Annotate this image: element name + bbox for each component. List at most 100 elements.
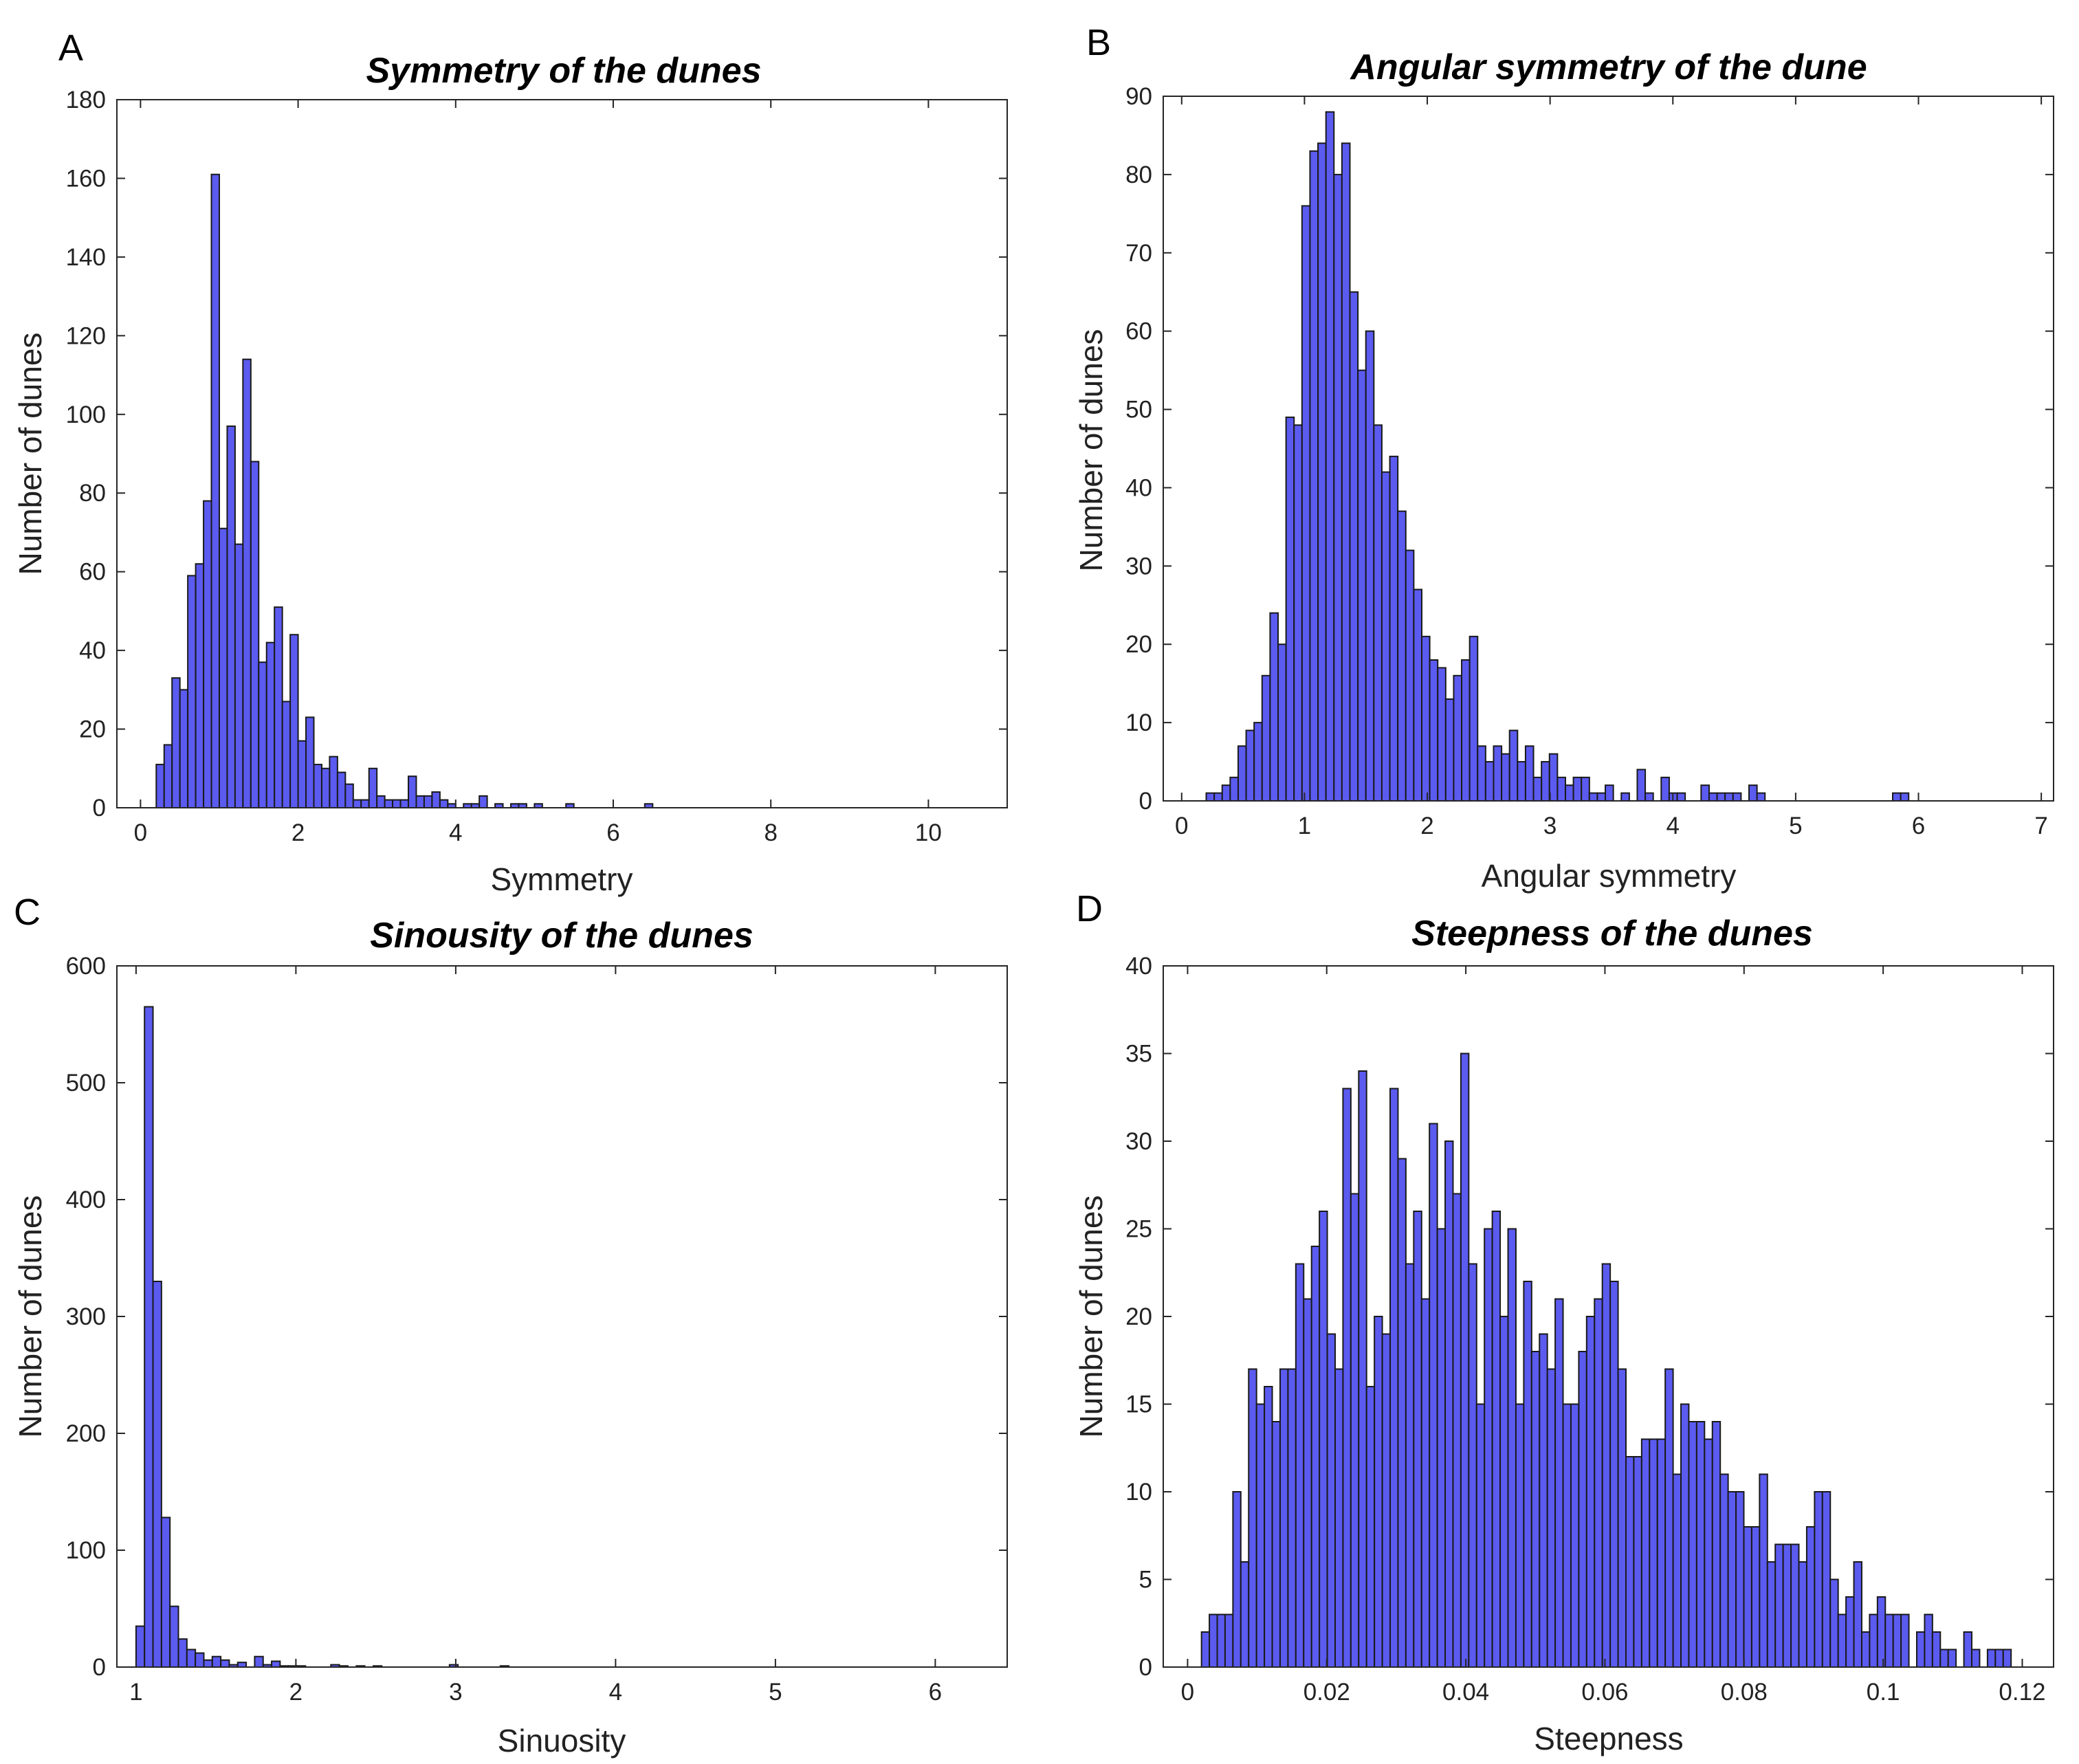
histogram-bar [1541,761,1550,802]
histogram-bar [439,799,449,808]
histogram-bar [160,1517,171,1668]
histogram-bar [1680,1403,1690,1668]
histogram-bar [1397,1158,1407,1668]
histogram-bar [1939,1649,1949,1668]
histogram-bar [1309,150,1319,802]
x-tick-label: 3 [1543,813,1556,839]
histogram-bar [1334,1368,1344,1668]
histogram-bar [177,1638,188,1668]
panel-a-axes-outline [116,99,1008,808]
histogram-bar [1285,416,1295,802]
histogram-bar [220,1659,230,1668]
y-tick-label: 10 [1125,1479,1152,1506]
histogram-bar [1205,792,1216,802]
histogram-bar [1358,1070,1367,1668]
y-tick-label: 160 [66,165,106,192]
histogram-bar [1605,784,1614,802]
histogram-bar [1523,1281,1532,1668]
histogram-bar [1732,792,1742,802]
panel-d-title: Steepness of the dunes [1411,914,1813,953]
histogram-bar [236,1662,248,1668]
histogram-bar [1213,792,1223,802]
histogram-bar [478,795,488,809]
histogram-bar [423,795,433,809]
histogram-bar [1564,784,1574,802]
histogram-bar [1640,1438,1651,1668]
histogram-bar [1727,1491,1737,1668]
panel-c-plot: 1 2 3 4 5 6 0 100 200 300 400 500 600 [66,953,1008,1706]
histogram-bar [1530,1351,1541,1668]
y-tick-label: 0 [1139,788,1152,815]
x-tick-label: 0 [134,819,147,846]
histogram-bar [2002,1649,2012,1668]
histogram-bar [1453,674,1463,802]
panel-d-plot: 0 0.02 0.04 0.06 0.08 0.1 0.12 0 5 10 15 20 25 30 35 40 [1125,953,2054,1706]
x-tick-label: 4 [449,819,462,846]
y-tick-label: 0 [93,795,106,822]
histogram-bar [1594,1298,1603,1668]
histogram-bar [1303,1298,1312,1668]
histogram-bar [1735,1491,1745,1668]
histogram-bar [360,799,370,808]
panel-letter-a: A [58,27,83,69]
histogram-bar [1853,1561,1862,1668]
panel-a-title: Symmetry of the dunes [366,51,761,91]
histogram-bar [1756,792,1766,802]
y-tick-label: 25 [1125,1216,1152,1243]
histogram-bar [1357,369,1367,802]
histogram-bar [179,689,189,808]
histogram-bar [1342,1088,1352,1668]
histogram-bar [1704,1438,1713,1668]
histogram-bar [1759,1473,1768,1668]
histogram-bar [1301,205,1311,802]
histogram-bar [1892,792,1902,802]
histogram-bar [1625,1456,1635,1668]
y-tick-label: 40 [79,637,106,664]
y-tick-label: 5 [1139,1567,1152,1594]
histogram-bar [1578,1351,1587,1668]
histogram-bar [1373,424,1383,802]
panel-d-ylabel: Number of dunes [1073,1195,1109,1438]
histogram-bar [1986,1649,1996,1668]
x-tick-label: 0.02 [1304,1679,1350,1706]
histogram-bar [1656,1438,1666,1668]
histogram-bar [1269,612,1279,802]
histogram-bar [1293,424,1303,802]
histogram-bar [250,461,260,808]
y-tick-label: 100 [66,1537,106,1564]
histogram-bar [1585,1316,1596,1668]
histogram-bar [1724,792,1734,802]
histogram-bar [195,563,205,808]
histogram-bar [1420,1298,1431,1668]
x-tick-label: 0.08 [1721,1679,1768,1706]
y-tick-label: 300 [66,1303,106,1330]
histogram-bar [1931,1631,1942,1668]
histogram-bar [169,1605,179,1668]
histogram-bar [1554,1298,1564,1668]
histogram-bar [352,799,362,808]
histogram-bar [1716,792,1726,802]
histogram-bar [135,1625,146,1668]
histogram-bar [1660,776,1670,802]
histogram-bar [1814,1491,1823,1668]
y-tick-label: 100 [66,401,106,428]
histogram-bar [1672,1473,1682,1668]
histogram-bar [186,1649,197,1668]
y-tick-label: 180 [66,87,106,113]
x-tick-label: 1 [129,1679,142,1706]
y-tick-label: 200 [66,1420,106,1447]
x-tick-label: 0.06 [1581,1679,1628,1706]
histogram-bar [1271,1421,1281,1668]
y-tick-label: 50 [1125,397,1152,423]
histogram-bar [1365,1386,1376,1668]
histogram-bar [1221,784,1231,802]
y-tick-label: 40 [1125,953,1152,980]
histogram-bar [1461,659,1471,802]
x-tick-label: 0.1 [1867,1679,1900,1706]
x-tick-label: 8 [764,819,777,846]
panel-a-ylabel: Number of dunes [12,333,48,575]
panel-c-title: Sinousity of the dunes [370,916,754,956]
y-tick-label: 20 [1125,1303,1152,1330]
histogram-bar [1556,776,1566,802]
